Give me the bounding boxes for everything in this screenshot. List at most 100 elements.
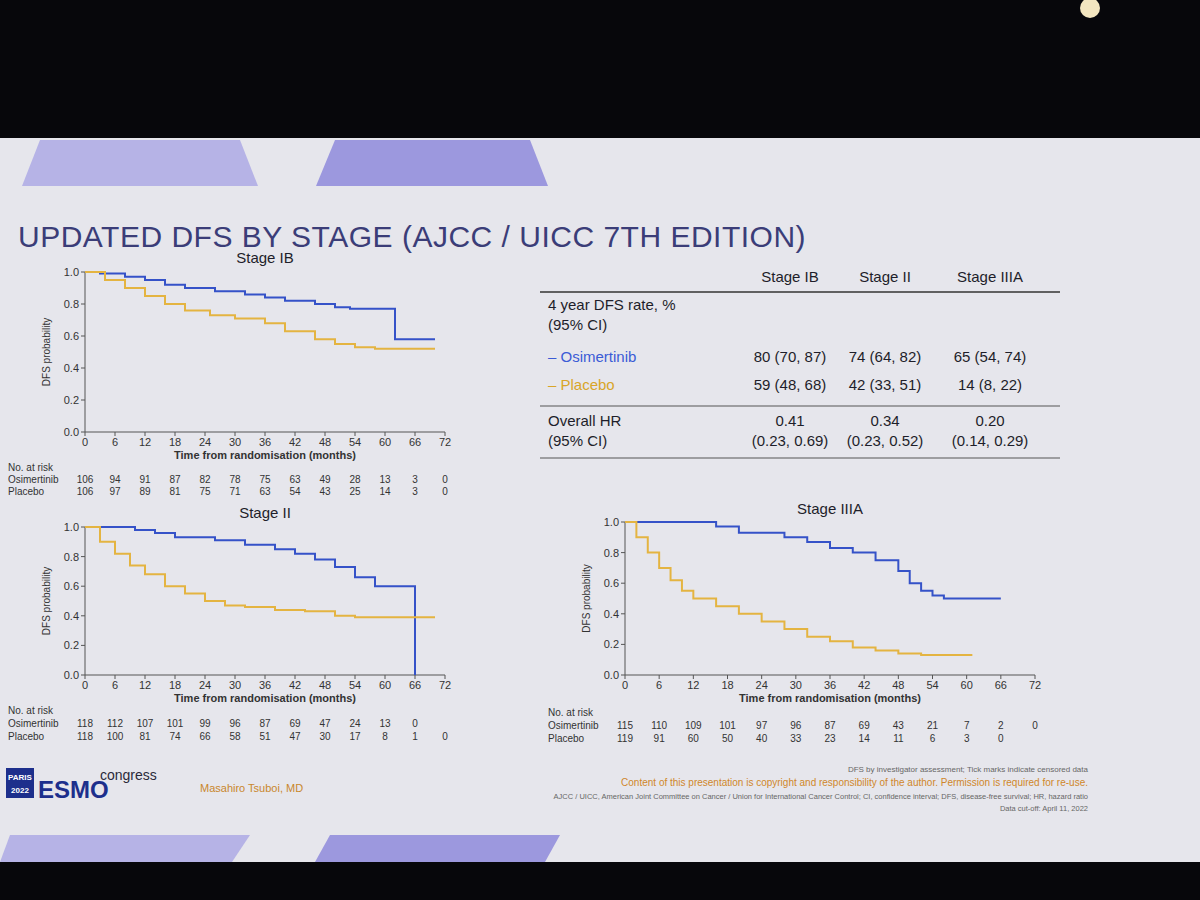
at-risk-count: 54	[289, 486, 301, 497]
at-risk-count: 58	[229, 731, 241, 742]
x-tick-label: 30	[229, 436, 241, 448]
at-risk-count: 99	[199, 718, 211, 729]
x-tick-label: 36	[824, 679, 836, 691]
y-tick	[621, 583, 625, 584]
at-risk-label: Placebo	[8, 486, 45, 497]
at-risk-count: 94	[109, 474, 121, 485]
y-tick-label: 0.6	[64, 580, 79, 592]
at-risk-count: 78	[229, 474, 241, 485]
table-cell: 0.34	[870, 412, 899, 429]
at-risk-count: 7	[964, 720, 970, 731]
at-risk-count: 11	[893, 733, 904, 744]
at-risk-count: 118	[77, 731, 93, 742]
at-risk-count: 107	[137, 718, 154, 729]
at-risk-count: 14	[379, 486, 391, 497]
at-risk-count: 63	[259, 486, 271, 497]
y-tick-label: 0.6	[64, 330, 79, 342]
y-axis-title: DFS probability	[581, 564, 592, 632]
column-head: Stage IB	[761, 268, 819, 285]
at-risk-count: 96	[790, 720, 802, 731]
at-risk-count: 75	[259, 474, 271, 485]
x-axis-title: Time from randomisation (months)	[174, 692, 356, 704]
at-risk-count: 91	[654, 733, 666, 744]
at-risk-count: 82	[199, 474, 211, 485]
footnote: DFS by investigator assessment; Tick mar…	[848, 765, 1089, 774]
x-tick-label: 66	[995, 679, 1007, 691]
x-tick-label: 18	[721, 679, 733, 691]
x-tick-label: 12	[139, 436, 151, 448]
y-tick-label: 1.0	[604, 516, 619, 528]
slide: UPDATED DFS BY STAGE (AJCC / UICC 7TH ED…	[0, 0, 1200, 900]
row-label: (95% CI)	[548, 432, 607, 449]
at-risk-count: 112	[107, 718, 123, 729]
at-risk-count: 100	[107, 731, 124, 742]
x-tick-label: 54	[349, 436, 361, 448]
at-risk-count: 47	[319, 718, 331, 729]
at-risk-title: No. at risk	[548, 707, 594, 718]
table-cell: (0.23, 0.69)	[752, 432, 829, 449]
y-tick	[81, 645, 85, 646]
at-risk-count: 25	[349, 486, 361, 497]
at-risk-count: 17	[349, 731, 361, 742]
at-risk-count: 118	[77, 718, 93, 729]
at-risk-count: 21	[927, 720, 939, 731]
at-risk-count: 28	[349, 474, 361, 485]
y-tick	[81, 368, 85, 369]
copyright: Content of this presentation is copyrigh…	[621, 777, 1088, 788]
at-risk-count: 33	[790, 733, 802, 744]
y-tick-label: 0.0	[64, 426, 79, 438]
at-risk-count: 43	[893, 720, 905, 731]
at-risk-count: 43	[319, 486, 331, 497]
logo-box	[6, 768, 34, 798]
y-axis-line	[85, 527, 86, 675]
chart-title: Stage IB	[236, 249, 294, 266]
at-risk-label: Osimertinib	[8, 718, 59, 729]
x-tick-label: 6	[656, 679, 662, 691]
y-tick	[81, 400, 85, 401]
at-risk-count: 13	[379, 474, 391, 485]
x-tick-label: 72	[1029, 679, 1041, 691]
at-risk-count: 89	[139, 486, 151, 497]
at-risk-title: No. at risk	[8, 462, 54, 473]
y-tick-label: 0.8	[604, 547, 619, 559]
x-tick-label: 24	[199, 679, 211, 691]
y-tick	[621, 613, 625, 614]
x-tick-label: 42	[289, 436, 301, 448]
at-risk-count: 2	[998, 720, 1004, 731]
at-risk-title: No. at risk	[8, 705, 54, 716]
x-tick-label: 66	[409, 436, 421, 448]
decor-shape	[316, 140, 548, 186]
at-risk-count: 3	[412, 486, 418, 497]
x-axis-title: Time from randomisation (months)	[739, 692, 921, 704]
table-cell: (0.23, 0.52)	[847, 432, 924, 449]
at-risk-count: 81	[169, 486, 181, 497]
y-axis-line	[625, 522, 626, 675]
y-tick	[81, 432, 85, 433]
at-risk-count: 91	[139, 474, 151, 485]
y-tick	[81, 586, 85, 587]
at-risk-count: 63	[289, 474, 301, 485]
x-tick-label: 54	[926, 679, 938, 691]
survival-curve	[85, 272, 435, 339]
at-risk-count: 87	[259, 718, 271, 729]
y-axis-title: DFS probability	[41, 318, 52, 386]
logo-year: 2022	[11, 786, 29, 795]
stage-light	[1080, 0, 1100, 18]
y-tick-label: 0.8	[64, 551, 79, 563]
at-risk-count: 40	[756, 733, 768, 744]
y-tick-label: 1.0	[64, 266, 79, 278]
x-tick-label: 36	[259, 436, 271, 448]
survival-curve	[85, 272, 435, 349]
x-tick-label: 18	[169, 436, 181, 448]
at-risk-count: 13	[379, 718, 391, 729]
x-tick-label: 6	[112, 679, 118, 691]
at-risk-count: 60	[688, 733, 700, 744]
x-tick-label: 72	[439, 436, 451, 448]
at-risk-count: 115	[617, 720, 633, 731]
at-risk-count: 101	[167, 718, 184, 729]
at-risk-count: 6	[930, 733, 936, 744]
logo-name: ESMO	[38, 776, 109, 803]
survival-curve	[625, 522, 972, 655]
survival-curve	[85, 527, 435, 617]
x-tick-label: 30	[790, 679, 802, 691]
